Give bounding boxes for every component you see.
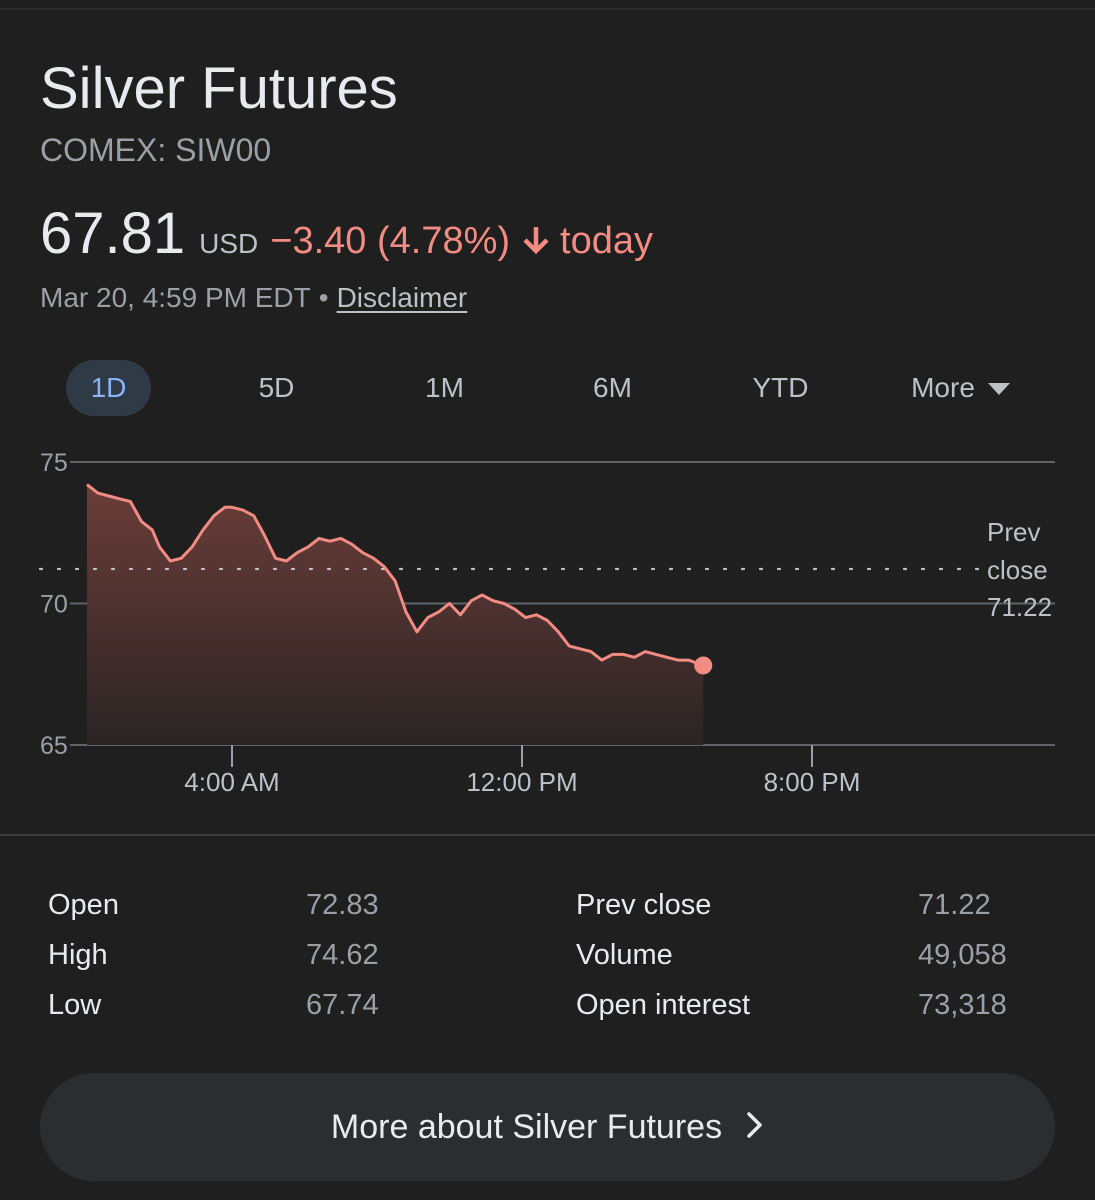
tab-more[interactable]: More — [881, 360, 1041, 416]
range-tabs: 1D 5D 1M 6M YTD More — [66, 360, 1026, 418]
current-price: 67.81 — [40, 201, 186, 266]
price-change: −3.40 (4.78%) — [270, 220, 511, 262]
quote-timestamp: Mar 20, 4:59 PM EDT — [40, 282, 311, 313]
caret-down-icon — [987, 359, 1011, 415]
prev-close-label-line1: Prev — [987, 517, 1040, 547]
price-chart-svg: 75 70 65 Prev close 71.22 4:00 AM 12:00 PM 8:00 … — [38, 449, 1055, 797]
tab-1m[interactable]: 1M — [425, 372, 464, 403]
prev-close-label-value: 71.22 — [987, 592, 1052, 622]
tab-ytd[interactable]: YTD — [752, 372, 809, 403]
quote-timestamp-row: Mar 20, 4:59 PM EDT • Disclaimer — [40, 281, 467, 315]
currency-code: USD — [199, 228, 259, 259]
price-chart: 75 70 65 Prev close 71.22 4:00 AM 12:00 PM 8:00 … — [0, 440, 1095, 810]
stat-label-prev-close: Prev close — [576, 889, 712, 921]
page-title: Silver Futures — [40, 56, 398, 121]
tab-5d[interactable]: 5D — [258, 372, 295, 403]
last-price-dot — [694, 656, 713, 675]
prev-close-label-line2: close — [987, 555, 1048, 585]
chevron-right-icon — [746, 1111, 764, 1144]
stat-value-open-interest: 73,318 — [918, 989, 1007, 1021]
more-about-label: More about Silver Futures — [330, 1107, 723, 1146]
ticker-symbol: COMEX: SIW00 — [40, 132, 272, 168]
stat-value-volume: 49,058 — [918, 939, 1007, 971]
x-tick-label-4: 4:00 AM — [184, 767, 279, 797]
more-about-button[interactable]: More about Silver Futures — [40, 1073, 1055, 1181]
tab-more-label: More — [911, 372, 975, 403]
x-tick-label-20: 8:00 PM — [764, 767, 861, 797]
price-line — [86, 483, 704, 667]
stat-value-open: 72.83 — [306, 889, 379, 921]
stat-label-high: High — [48, 939, 108, 971]
arrow-down-icon — [522, 225, 550, 255]
y-tick-label-65: 65 — [40, 732, 68, 760]
change-period: today — [560, 220, 654, 262]
stat-value-low: 67.74 — [306, 989, 379, 1021]
stat-label-open-interest: Open interest — [576, 989, 751, 1021]
stats-table: Open 72.83 High 74.62 Low 67.74 Prev clo… — [0, 880, 1095, 1030]
top-divider — [0, 8, 1095, 10]
stat-label-volume: Volume — [576, 939, 673, 971]
x-tick-label-12: 12:00 PM — [466, 767, 577, 797]
tab-6m[interactable]: 6M — [593, 372, 632, 403]
quote-row: 67.81 USD −3.40 (4.78%) today — [40, 200, 653, 272]
disclaimer-link[interactable]: Disclaimer — [336, 282, 468, 313]
stat-label-low: Low — [48, 989, 102, 1021]
section-divider — [0, 834, 1095, 836]
separator-dot: • — [318, 282, 329, 313]
stat-value-prev-close: 71.22 — [918, 889, 991, 921]
stat-label-open: Open — [48, 889, 119, 921]
stat-value-high: 74.62 — [306, 939, 379, 971]
price-area — [87, 484, 704, 745]
tab-1d[interactable]: 1D — [66, 360, 151, 416]
y-tick-label-75: 75 — [40, 449, 68, 477]
y-tick-label-70: 70 — [40, 591, 68, 619]
